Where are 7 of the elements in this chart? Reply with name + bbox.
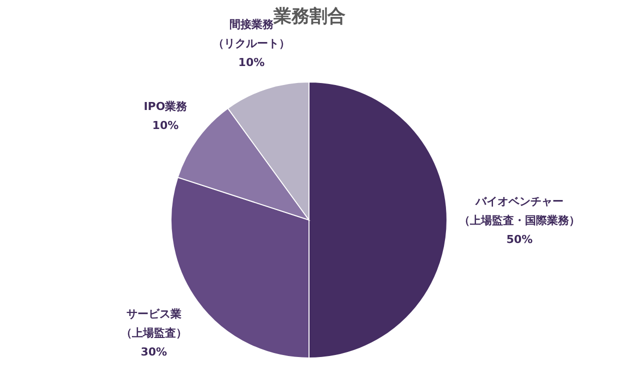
slice-label: IPO業務 xyxy=(144,100,188,114)
data-label: 50% xyxy=(506,233,533,246)
data-label: 10% xyxy=(152,119,179,132)
data-label: 10% xyxy=(238,56,265,69)
slice-label: サービス業（上場監査） xyxy=(120,308,187,340)
slice-label: バイオベンチャー（上場監査・国際業務） xyxy=(459,195,580,227)
data-label: 30% xyxy=(140,346,168,359)
